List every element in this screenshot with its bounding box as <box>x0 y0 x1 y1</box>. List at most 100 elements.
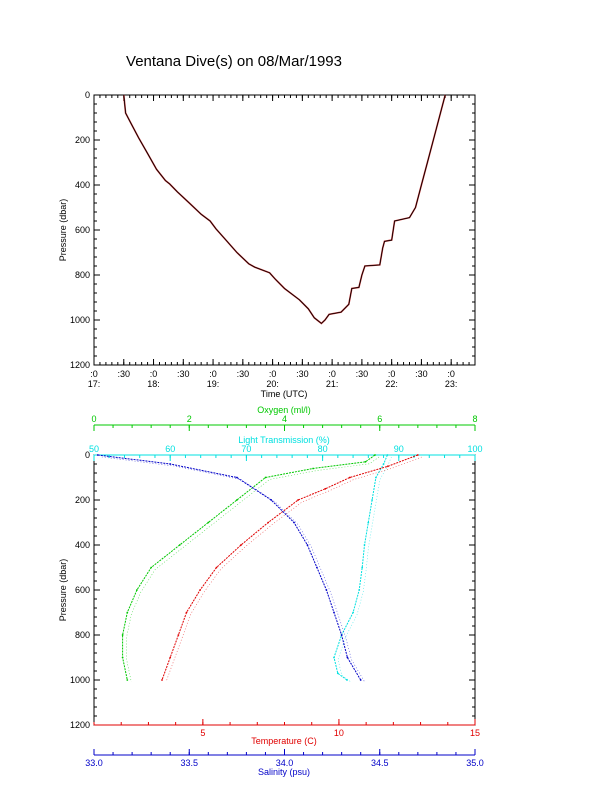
oxygen-point <box>178 544 181 546</box>
ox-axis-tick-label: 2 <box>187 414 192 424</box>
te-axis-tick-label: 15 <box>470 728 480 738</box>
top-x-tick-label-hour: 23: <box>445 379 458 389</box>
oxygen-point <box>264 476 267 479</box>
bottom-y-tick-label: 400 <box>75 540 90 550</box>
temperature-axis-label: Temperature (C) <box>251 736 317 746</box>
top-x-tick-label-hour: 22: <box>385 379 398 389</box>
temperature-point <box>267 521 270 524</box>
bottom-y-axis: 0 200 400 600 800 1000 1200 <box>70 450 475 730</box>
oxygen-point <box>364 460 367 463</box>
pressure-trace <box>123 94 446 324</box>
top-y-tick-label: 1200 <box>70 360 90 370</box>
ox-axis-tick-label: 0 <box>91 414 96 424</box>
top-x-tick-label: :30 <box>296 369 309 379</box>
bottom-y-tick-label: 200 <box>75 495 90 505</box>
temperature-point <box>387 465 389 468</box>
salinity-point <box>236 476 238 479</box>
top-y-axis-label: Pressure (dbar) <box>58 199 68 262</box>
top-x-tick-label: :0 <box>209 369 217 379</box>
transmission-point <box>346 679 348 681</box>
temperature-point <box>215 566 218 569</box>
oxygen-profile-upcast <box>126 456 380 683</box>
sa-axis-tick-label: 35.0 <box>466 758 484 768</box>
transmission-point <box>361 566 364 569</box>
top-x-tick-label-hour: 18: <box>147 379 160 389</box>
top-x-axis: :017::30:018::30:019::30:020::30:021::30… <box>88 95 470 389</box>
transmission-point <box>386 454 389 456</box>
salinity-point <box>96 454 99 456</box>
tr-axis-tick-label: 70 <box>241 444 251 454</box>
salinity-point <box>270 499 273 501</box>
transmission-point <box>333 656 335 659</box>
top-y-tick-label: 800 <box>75 270 90 280</box>
salinity-point <box>346 656 349 659</box>
transmission-axis: 50 60 70 80 90 100 <box>89 444 483 461</box>
oxygen-point <box>121 634 124 636</box>
profile-series-group <box>96 454 422 683</box>
transmission-profile-upcast <box>337 456 392 683</box>
temperature-profile-upcast <box>165 456 422 683</box>
top-x-tick-label: :0 <box>269 369 277 379</box>
chart-title: Ventana Dive(s) on 08/Mar/1993 <box>126 53 342 70</box>
te-axis-tick-label: 10 <box>334 728 344 738</box>
temperature-point <box>297 499 299 501</box>
top-y-tick-label: 0 <box>85 90 90 100</box>
temperature-point <box>416 454 419 456</box>
top-x-tick-label: :0 <box>447 369 455 379</box>
bottom-y-axis-label: Pressure (dbar) <box>58 559 68 622</box>
top-x-tick-label: :30 <box>356 369 369 379</box>
ox-axis-tick-label: 6 <box>377 414 382 424</box>
temperature-point <box>185 611 188 614</box>
top-y-tick-label: 400 <box>75 180 90 190</box>
salinity-point <box>333 611 335 614</box>
salinity-point <box>293 521 295 524</box>
oxygen-point <box>374 454 376 456</box>
salinity-axis-label: Salinity (psu) <box>258 767 310 777</box>
te-axis-tick-label: 5 <box>200 728 205 738</box>
temperature-point <box>177 634 180 636</box>
top-x-tick-label: :0 <box>328 369 336 379</box>
oxygen-profile <box>122 454 376 681</box>
tr-axis-tick-label: 60 <box>165 444 175 454</box>
top-x-tick-label-hour: 19: <box>207 379 220 389</box>
transmission-point <box>336 672 339 675</box>
top-x-tick-label-hour: 21: <box>326 379 339 389</box>
transmission-point <box>371 499 373 501</box>
sa-axis-tick-label: 33.0 <box>85 758 103 768</box>
pressure-trace-red <box>123 94 446 325</box>
temperature-point <box>324 487 327 490</box>
temperature-axis: 5 10 15 <box>93 719 480 738</box>
temperature-point <box>169 656 172 659</box>
profile-panel: 0 200 400 600 800 1000 1200 0 2 4 6 8 50 60 70 80 90 10… <box>58 405 484 777</box>
transmission-point <box>352 611 354 614</box>
transmission-point <box>375 476 377 479</box>
transmission-profile <box>333 454 388 681</box>
temperature-point <box>348 476 351 479</box>
ox-axis-tick-label: 4 <box>282 414 287 424</box>
tr-axis-tick-label: 100 <box>467 444 482 454</box>
salinity-point <box>325 589 328 591</box>
oxygen-point <box>126 611 129 614</box>
bottom-y-tick-label: 0 <box>85 450 90 460</box>
salinity-axis: 33.0 33.5 34.0 34.5 35.0 <box>85 749 484 768</box>
transmission-point <box>363 544 366 546</box>
oxygen-point <box>207 521 210 524</box>
salinity-point <box>359 679 362 681</box>
top-x-tick-label: :30 <box>118 369 131 379</box>
ox-axis-tick-label: 8 <box>472 414 477 424</box>
oxygen-point <box>150 566 153 569</box>
top-x-axis-label: Time (UTC) <box>261 389 308 399</box>
oxygen-axis: 0 2 4 6 8 <box>91 414 478 431</box>
top-x-tick-label: :0 <box>388 369 396 379</box>
top-x-tick-label: :0 <box>90 369 98 379</box>
oxygen-point <box>121 656 124 659</box>
top-plot-frame <box>93 94 476 366</box>
bottom-y-tick-label: 600 <box>75 585 90 595</box>
transmission-point <box>367 521 370 524</box>
salinity-point <box>169 463 172 465</box>
bottom-y-tick-label: 1000 <box>70 675 90 685</box>
oxygen-point <box>136 589 138 591</box>
salinity-point <box>316 566 318 569</box>
